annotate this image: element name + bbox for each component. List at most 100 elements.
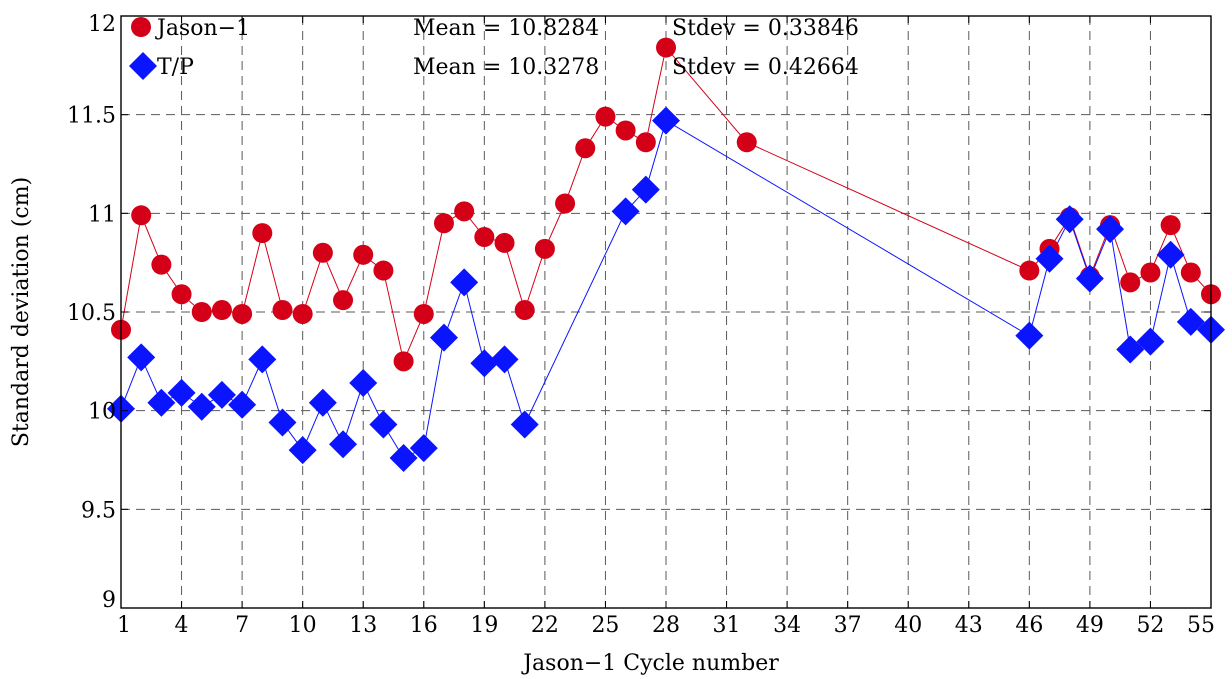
data-point-circle [333, 290, 354, 311]
data-point-diamond [147, 388, 176, 417]
data-point-diamond [207, 380, 236, 409]
y-tick-label: 10.5 [67, 301, 116, 326]
data-point-diamond [1116, 335, 1145, 364]
y-tick-label: 11 [88, 202, 116, 227]
x-tick-label: 25 [591, 613, 619, 638]
y-tick-label: 12 [88, 12, 116, 37]
data-point-circle [393, 351, 414, 372]
legend-label-jason1: Jason−1 [155, 16, 250, 41]
data-point-diamond [288, 436, 317, 465]
data-point-circle [413, 303, 434, 324]
data-point-circle [514, 300, 535, 321]
data-point-circle [252, 223, 273, 244]
series-line-1 [120, 119, 1212, 459]
data-point-diamond [1015, 321, 1044, 350]
data-point-circle [1019, 260, 1040, 281]
jason1-stdev-label: Stdev = 0.33846 [672, 16, 859, 41]
data-point-diamond [490, 345, 519, 374]
data-point-diamond [268, 408, 297, 437]
legend-marker-jason1 [131, 17, 151, 37]
x-tick-label: 43 [955, 613, 983, 638]
data-point-diamond [510, 410, 539, 439]
data-point-circle [373, 260, 394, 281]
data-point-circle [353, 244, 374, 265]
data-point-diamond [228, 390, 257, 419]
data-point-circle [1120, 272, 1141, 293]
x-tick-label: 40 [894, 613, 922, 638]
x-tick-label: 10 [289, 613, 317, 638]
data-point-diamond [611, 197, 640, 226]
data-point-circle [595, 106, 616, 127]
legend-marker-tp [129, 52, 157, 80]
data-point-circle [454, 201, 475, 222]
data-point-circle [312, 242, 333, 263]
data-point-diamond [1035, 244, 1064, 273]
x-tick-label: 28 [652, 613, 680, 638]
data-point-diamond [1136, 327, 1165, 356]
data-point-diamond [248, 345, 277, 374]
data-point-circle [232, 303, 253, 324]
y-tick-label: 10 [88, 400, 116, 425]
x-tick-label: 7 [235, 613, 249, 638]
data-point-circle [171, 284, 192, 305]
data-point-circle [131, 205, 152, 226]
x-tick-label: 22 [531, 613, 559, 638]
data-point-diamond [127, 343, 156, 372]
data-point-circle [534, 238, 555, 259]
x-tick-label: 13 [349, 613, 377, 638]
data-point-diamond [187, 392, 216, 421]
data-point-diamond [429, 323, 458, 352]
x-tick-label: 52 [1136, 613, 1164, 638]
x-tick-label: 16 [410, 613, 438, 638]
jason1-mean-label: Mean = 10.8284 [413, 16, 599, 41]
x-tick-label: 37 [834, 613, 862, 638]
y-tick-label: 9 [102, 588, 116, 613]
data-point-diamond [1176, 307, 1205, 336]
data-point-diamond [1075, 264, 1104, 293]
x-tick-label: 46 [1015, 613, 1043, 638]
data-point-diamond [167, 378, 196, 407]
data-point-circle [151, 254, 172, 275]
y-tick-label: 11.5 [67, 104, 116, 129]
data-point-circle [656, 37, 676, 58]
data-point-diamond [1055, 205, 1084, 234]
data-point-circle [615, 120, 636, 141]
y-tick-labels: 9 9.5 10 10.5 11 11.5 12 [67, 12, 116, 613]
data-point-circle [575, 138, 596, 159]
data-point-circle [1180, 262, 1201, 283]
data-point-diamond [389, 444, 418, 473]
data-point-circle [474, 227, 495, 248]
x-tick-label: 19 [470, 613, 498, 638]
data-point-diamond [369, 410, 398, 439]
data-point-diamond [409, 434, 438, 463]
data-point-diamond [652, 106, 680, 135]
tp-mean-label: Mean = 10.3278 [413, 55, 599, 80]
data-point-diamond [349, 369, 378, 398]
tp-stdev-label: Stdev = 0.42664 [672, 55, 859, 80]
x-tick-label: 55 [1187, 613, 1215, 638]
x-tick-label: 31 [713, 613, 741, 638]
y-axis-title: Standard deviation (cm) [9, 177, 34, 447]
x-tick-label: 4 [175, 613, 189, 638]
x-axis-title: Jason−1 Cycle number [521, 651, 779, 676]
legend-label-tp: T/P [157, 55, 194, 80]
data-point-diamond [1156, 240, 1185, 269]
data-point-circle [292, 303, 313, 324]
series-markers [107, 37, 1225, 473]
data-point-diamond [631, 175, 660, 204]
x-tick-labels: 1 4 7 10 13 16 19 22 25 28 31 34 37 40 43 46 49 52 55 [117, 613, 1215, 638]
data-point-circle [191, 302, 212, 322]
data-point-circle [1160, 215, 1181, 236]
y-tick-label: 9.5 [81, 498, 116, 523]
axis-ticks [120, 15, 1212, 609]
data-point-circle [433, 213, 454, 234]
data-point-diamond [308, 388, 337, 417]
data-point-diamond [329, 430, 358, 459]
x-tick-label: 49 [1076, 613, 1104, 638]
data-point-circle [494, 232, 515, 253]
data-point-diamond [450, 268, 479, 297]
x-tick-label: 34 [773, 613, 801, 638]
statistics-annotations: Mean = 10.8284 Stdev = 0.33846 Mean = 10… [413, 16, 859, 80]
data-point-circle [272, 300, 293, 321]
